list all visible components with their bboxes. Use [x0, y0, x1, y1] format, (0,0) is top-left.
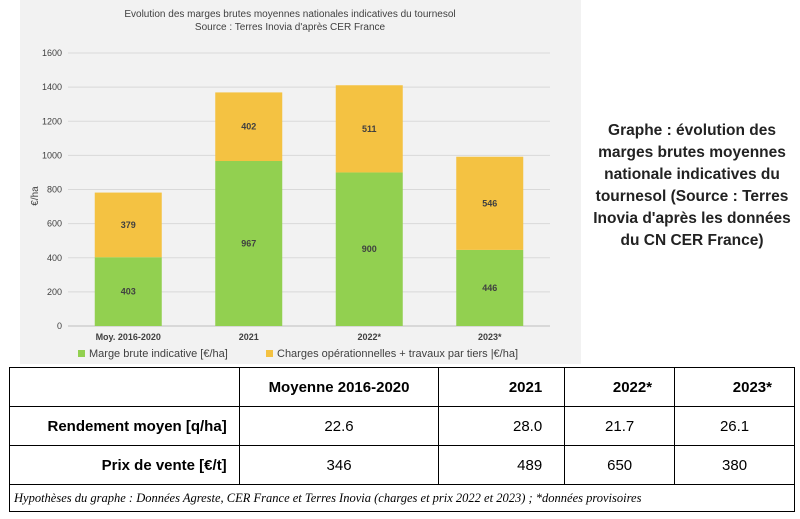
- table-row-label: Prix de vente [€/t]: [9, 445, 240, 485]
- data-label: 379: [121, 220, 136, 230]
- table-cell: 650: [564, 445, 676, 485]
- table-header-row: Moyenne 2016-2020 2021 2022* 2023*: [9, 367, 795, 407]
- table-header-cell: 2022*: [564, 367, 676, 407]
- chart-title: Evolution des marges brutes moyennes nat…: [124, 9, 455, 20]
- y-tick-label: 400: [47, 253, 62, 263]
- data-label: 446: [482, 283, 497, 293]
- y-tick-label: 1600: [42, 48, 62, 58]
- bar-marge-brute: [456, 249, 524, 326]
- y-tick-label: 0: [57, 321, 62, 331]
- table-row: Prix de vente [€/t] 346 489 650 380: [9, 445, 795, 485]
- data-label: 546: [482, 198, 497, 208]
- legend-label: Marge brute indicative [€/ha]: [89, 348, 228, 360]
- chart-caption: Graphe : évolution des marges brutes moy…: [593, 122, 791, 249]
- table-footnote: Hypothèses du graphe : Données Agreste, …: [9, 484, 795, 512]
- table-row: Rendement moyen [q/ha] 22.6 28.0 21.7 26…: [9, 406, 795, 446]
- y-tick-label: 1200: [42, 116, 62, 126]
- table-header-cell: 2023*: [674, 367, 795, 407]
- data-label: 511: [362, 124, 377, 134]
- bar-charges: [335, 85, 403, 173]
- table-cell: 22.6: [238, 406, 440, 446]
- data-table: Moyenne 2016-2020 2021 2022* 2023* Rende…: [9, 367, 795, 512]
- table-cell: 489: [438, 445, 566, 485]
- table-cell: 346: [238, 445, 440, 485]
- y-tick-label: 1000: [42, 150, 62, 160]
- legend-swatch: [266, 350, 273, 357]
- y-axis-ticks: 0 200 400 600 800 1000 1200 1400 1600: [42, 48, 62, 331]
- x-category-label: 2022*: [357, 332, 381, 342]
- data-label: 967: [241, 239, 256, 249]
- chart-subtitle: Source : Terres Inovia d'après CER Franc…: [195, 22, 386, 33]
- x-category-label: 2023*: [478, 332, 502, 342]
- bar-marge-brute: [94, 257, 162, 326]
- table-cell: 21.7: [564, 406, 676, 446]
- data-label: 900: [362, 244, 377, 254]
- legend-swatch: [78, 350, 85, 357]
- bars: [94, 85, 524, 326]
- bar-marge-brute: [215, 161, 283, 326]
- table-corner-cell: [9, 367, 240, 407]
- legend: Marge brute indicative [€/ha] Charges opé…: [78, 348, 518, 360]
- table-cell: 28.0: [438, 406, 566, 446]
- stacked-bar-chart: Evolution des marges brutes moyennes nat…: [30, 9, 550, 360]
- y-tick-label: 200: [47, 287, 62, 297]
- y-tick-label: 800: [47, 185, 62, 195]
- y-tick-label: 1400: [42, 82, 62, 92]
- chart-panel: Evolution des marges brutes moyennes nat…: [20, 0, 581, 364]
- legend-label: Charges opérationnelles + travaux par ti…: [277, 348, 518, 360]
- bar-charges: [456, 156, 524, 250]
- data-label: 402: [241, 122, 256, 132]
- table-cell: 26.1: [674, 406, 795, 446]
- data-label: 403: [121, 287, 136, 297]
- y-tick-label: 600: [47, 219, 62, 229]
- bar-charges: [94, 192, 162, 258]
- x-category-label: 2021: [239, 332, 259, 342]
- table-header-cell: Moyenne 2016-2020: [238, 367, 440, 407]
- data-labels: 403 379 967 402 900 511 446 546: [121, 122, 498, 297]
- bar-charges: [215, 92, 283, 162]
- y-axis-label: €/ha: [30, 186, 41, 206]
- x-axis-categories: Moy. 2016-2020 2021 2022* 2023*: [96, 332, 502, 342]
- table-row-label: Rendement moyen [q/ha]: [9, 406, 240, 446]
- bar-marge-brute: [335, 172, 403, 326]
- table-header-cell: 2021: [438, 367, 566, 407]
- table-cell: 380: [674, 445, 795, 485]
- table-footnote-row: Hypothèses du graphe : Données Agreste, …: [9, 484, 795, 512]
- x-category-label: Moy. 2016-2020: [96, 332, 161, 342]
